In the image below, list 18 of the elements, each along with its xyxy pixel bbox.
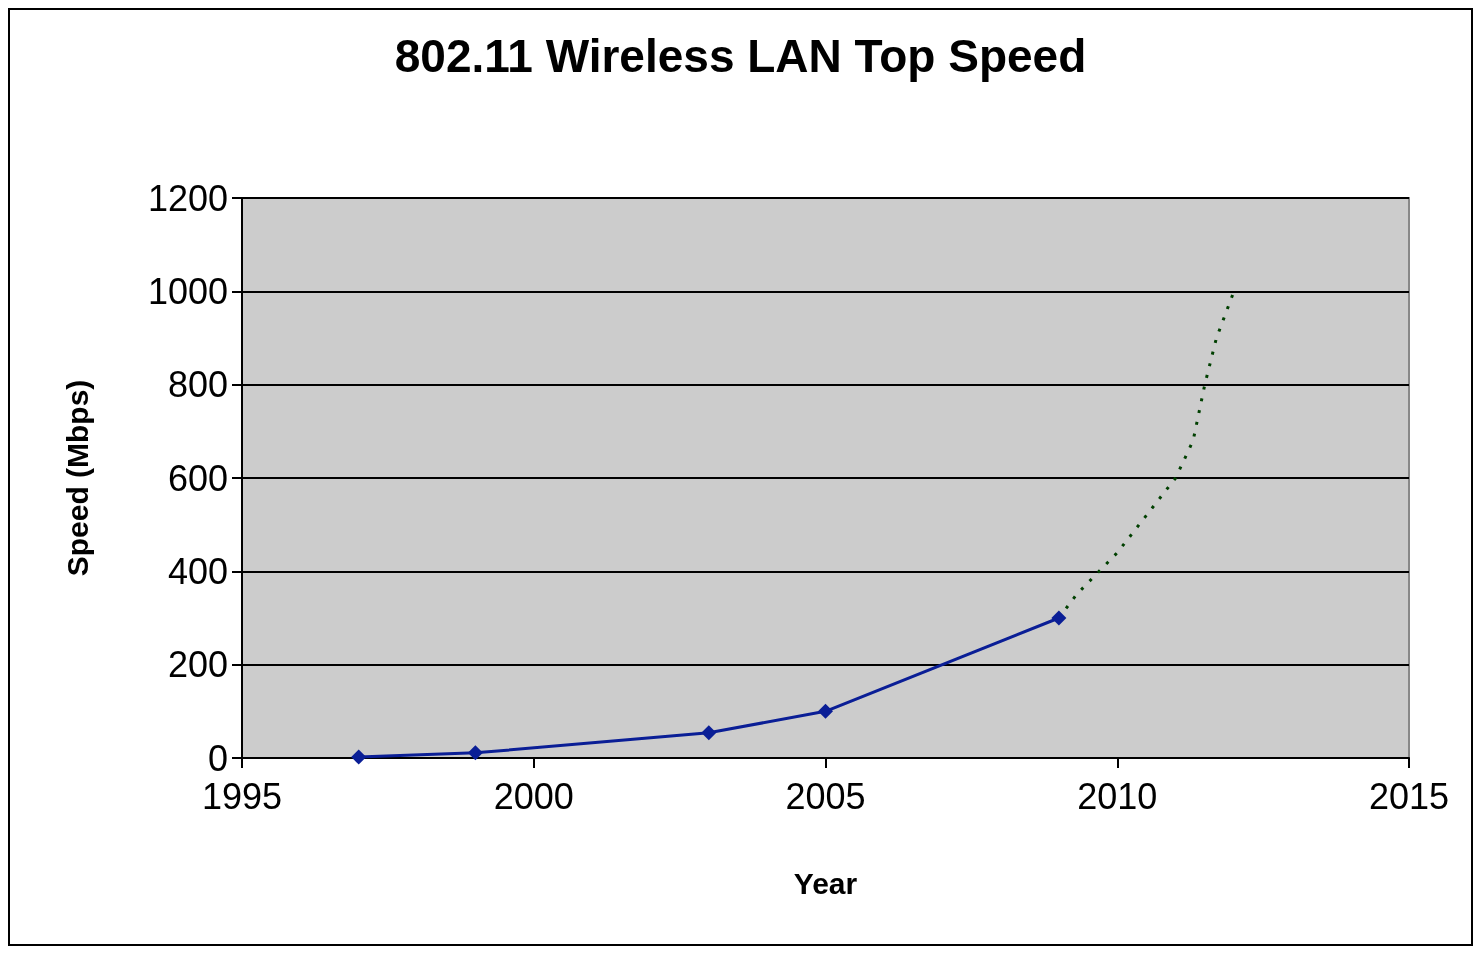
point xyxy=(701,725,717,741)
point xyxy=(467,745,483,761)
y-tick-label: 1000 xyxy=(147,270,228,312)
y-tick-label: 600 xyxy=(167,457,228,499)
point xyxy=(818,703,833,719)
y-tick-label: 1200 xyxy=(147,177,228,219)
x-tick-label: 2015 xyxy=(1368,775,1450,817)
point xyxy=(351,749,367,765)
x-tick-label: 2010 xyxy=(1077,775,1158,817)
point xyxy=(1051,610,1067,626)
x-axis-title: Year xyxy=(793,866,858,900)
y-tick-label: 800 xyxy=(167,364,228,406)
y-tick-label: 200 xyxy=(167,644,228,686)
x-tick-label: 2005 xyxy=(785,775,866,817)
x-tick-label: 2000 xyxy=(493,775,574,817)
y-axis-title: Speed (Mbps) xyxy=(60,379,94,577)
y-tick-label: 400 xyxy=(167,550,228,592)
chart-title: 802.11 Wireless LAN Top Speed xyxy=(394,30,1087,82)
